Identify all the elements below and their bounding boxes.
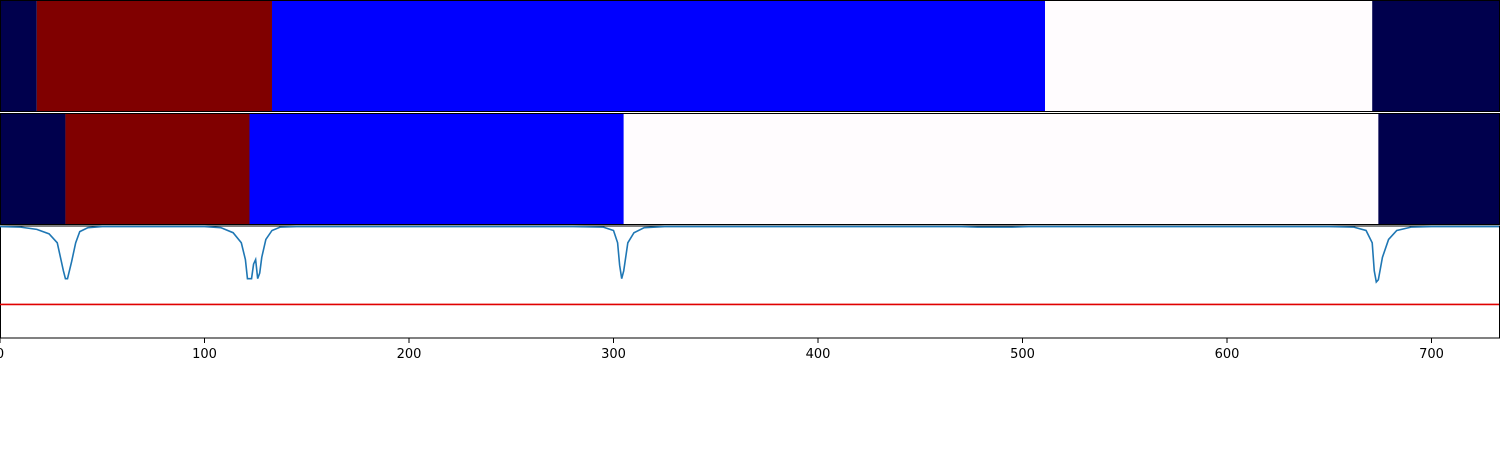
x-tick-label: 700 xyxy=(1419,347,1444,362)
x-tick-label: 400 xyxy=(806,347,831,362)
segment-blue xyxy=(249,113,624,225)
segment-row-middle xyxy=(0,113,1500,225)
signal-panel-frame xyxy=(0,225,1500,339)
segment-dark-navy xyxy=(0,0,37,112)
segment-dark-navy xyxy=(0,113,66,225)
segment-dark-red xyxy=(65,113,250,225)
x-tick-label: 600 xyxy=(1215,347,1240,362)
x-tick-label: 200 xyxy=(397,347,422,362)
segment-near-white xyxy=(623,113,1379,225)
x-tick-label: 0 xyxy=(0,347,4,362)
x-tick-label: 100 xyxy=(192,347,217,362)
segment-dark-red xyxy=(36,0,272,112)
segment-dark-navy xyxy=(1372,0,1499,112)
segment-dark-navy xyxy=(1378,113,1499,225)
x-tick-label: 300 xyxy=(601,347,626,362)
signal-panel xyxy=(0,225,1500,339)
signal-line xyxy=(0,225,1499,284)
segment-near-white xyxy=(1045,0,1373,112)
segment-row-top xyxy=(0,0,1500,112)
x-axis: 0 100 200 300 400 500 600 700 xyxy=(0,338,1444,362)
segment-blue xyxy=(271,0,1046,112)
x-tick-label: 500 xyxy=(1010,347,1035,362)
